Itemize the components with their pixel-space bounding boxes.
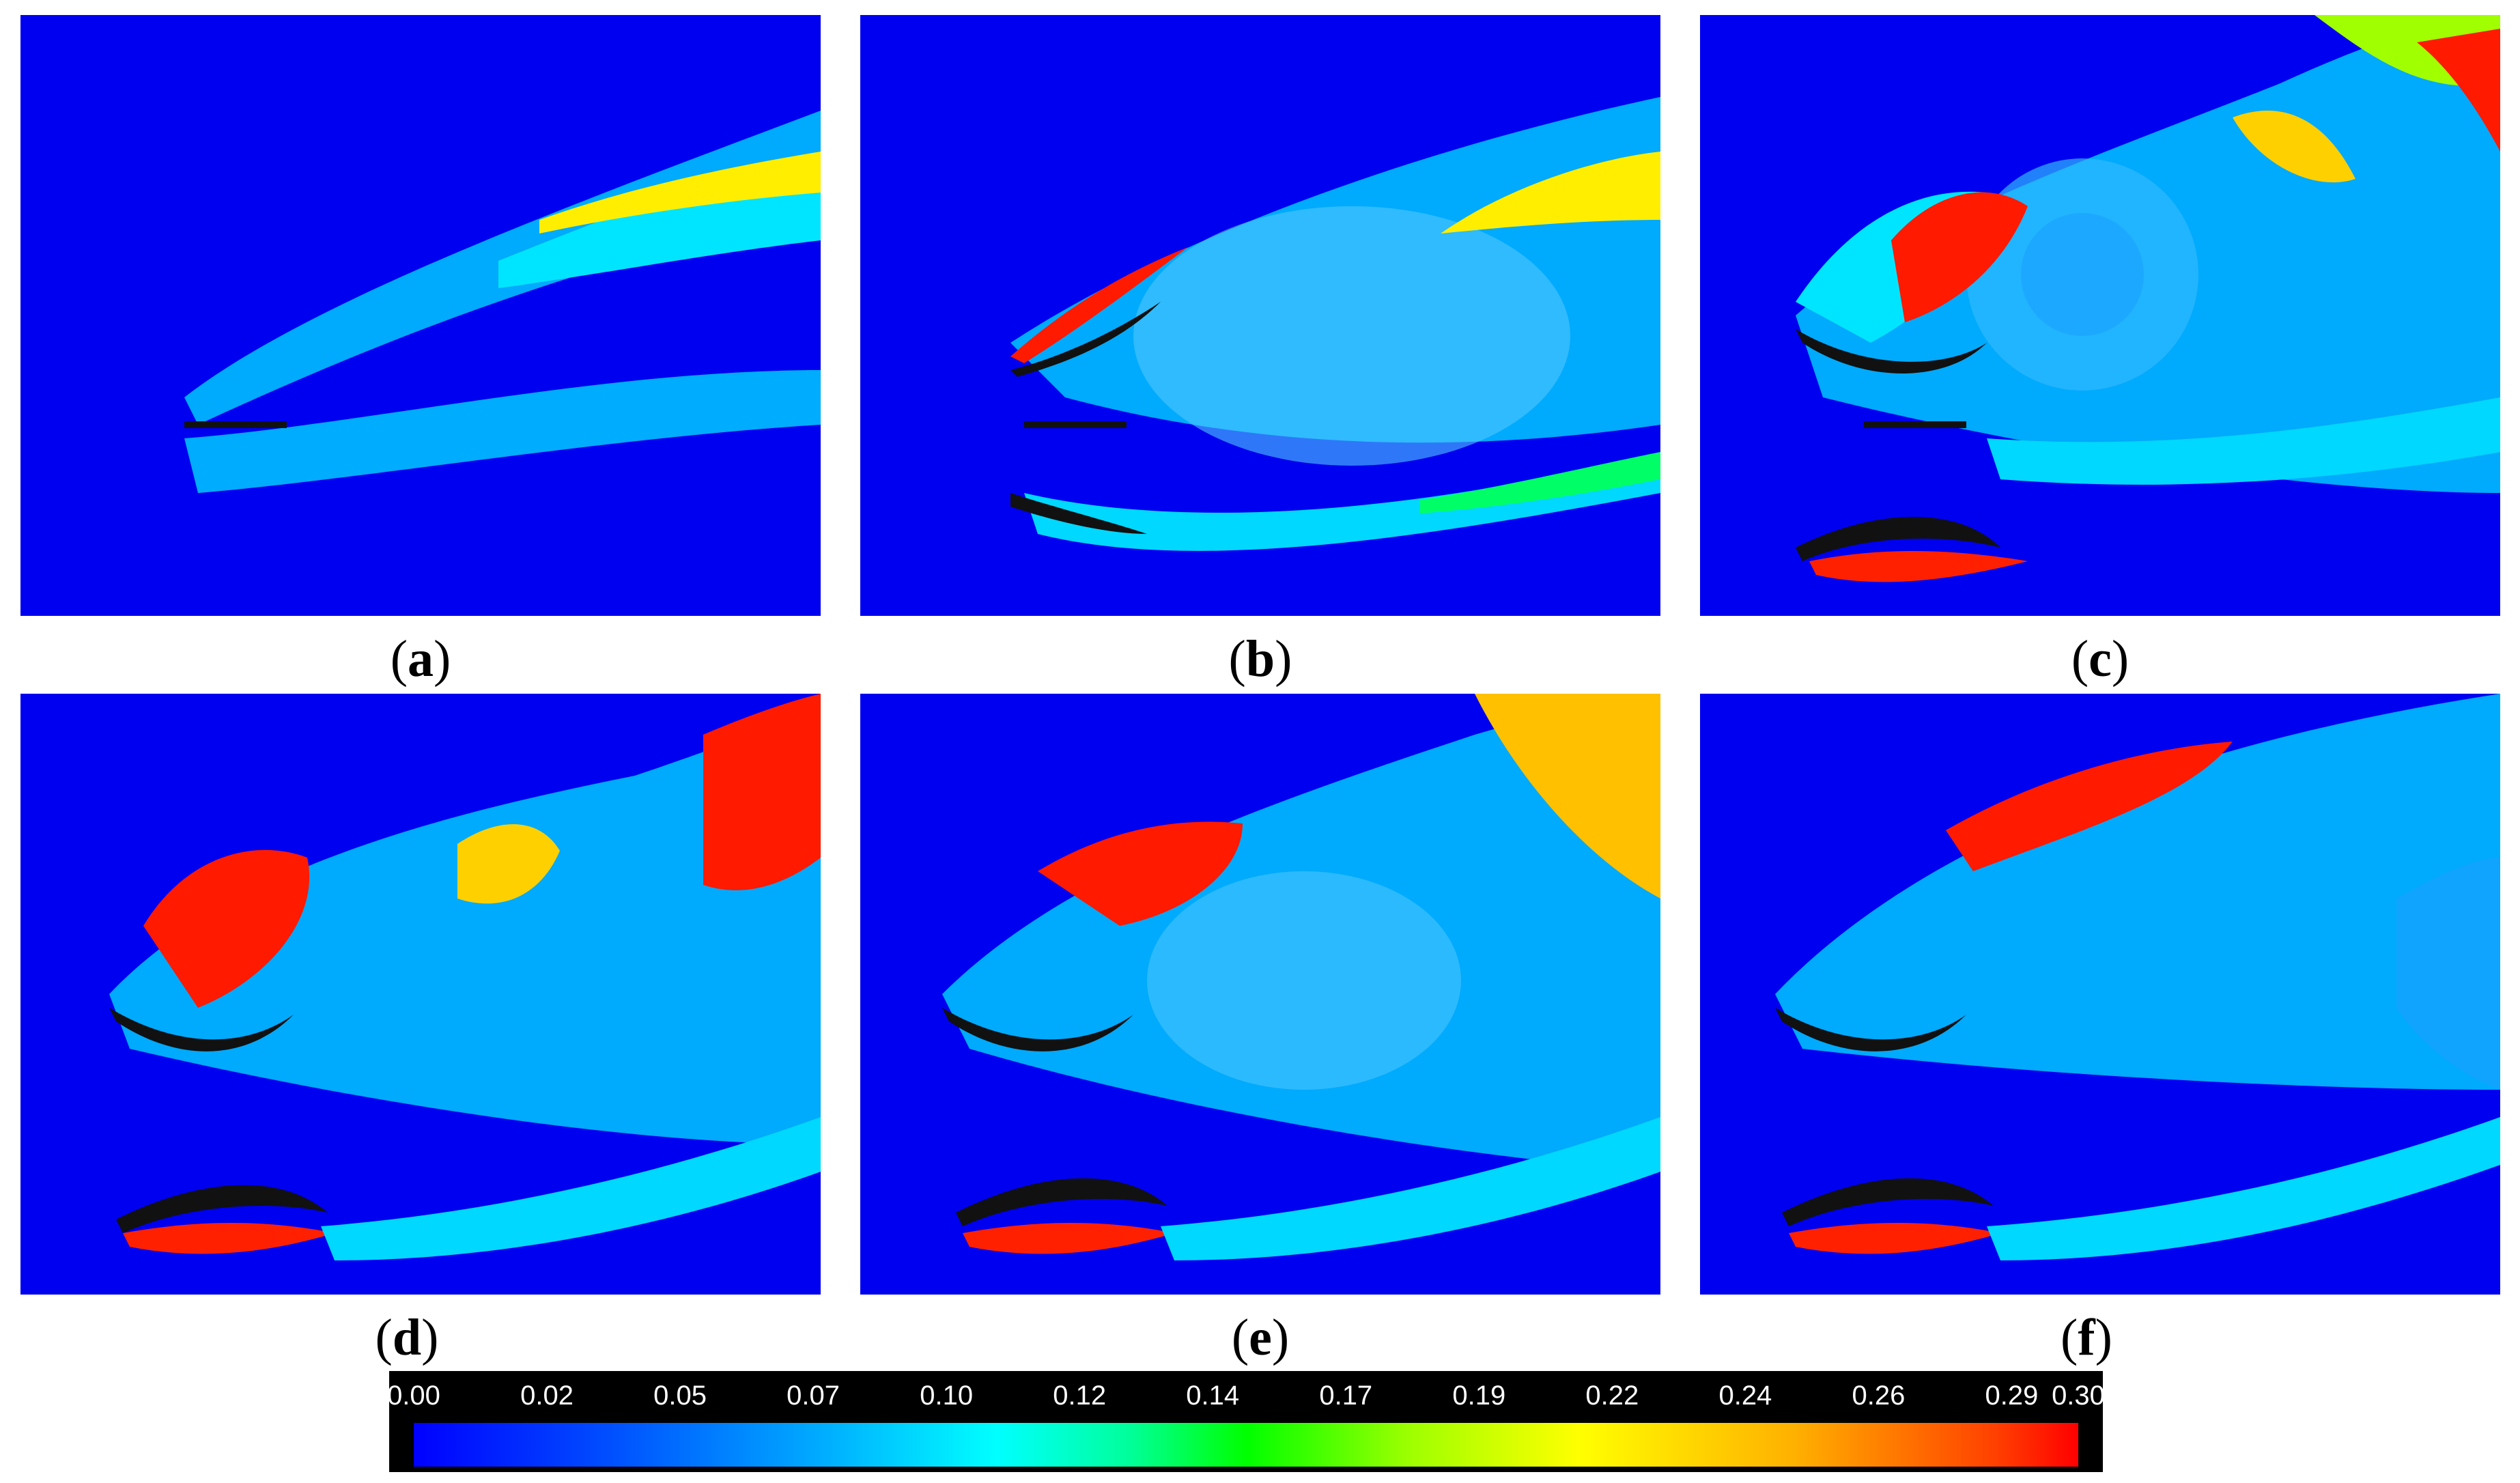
colorbar-gradient bbox=[414, 1423, 2078, 1467]
panel-caption-c: (c) bbox=[2071, 630, 2129, 688]
colorbar-tick-label: 0.02 bbox=[520, 1381, 574, 1411]
colorbar-tick-label: 0.29 bbox=[1985, 1381, 2039, 1411]
panel-caption-b: (b) bbox=[1228, 630, 1292, 688]
contour-panel-f bbox=[1700, 694, 2500, 1295]
colorbar-tick-label: 0.26 bbox=[1852, 1381, 1906, 1411]
colorbar-tick-label: 0.07 bbox=[787, 1381, 840, 1411]
colorbar-tick-label: 0.19 bbox=[1452, 1381, 1506, 1411]
contour-panel-b bbox=[860, 15, 1660, 616]
colorbar-tick-label: 0.17 bbox=[1319, 1381, 1373, 1411]
colorbar: 0.00 0.02 0.05 0.07 0.10 0.12 0.14 0.17 0.19 0.22… bbox=[387, 1371, 2105, 1472]
contour-panel-d bbox=[20, 694, 821, 1295]
panel-caption-e: (e) bbox=[1231, 1309, 1290, 1366]
colorbar-tick-label: 0.10 bbox=[920, 1381, 974, 1411]
contour-panel-e bbox=[860, 694, 1660, 1295]
colorbar-tick-label: 0.24 bbox=[1718, 1381, 1772, 1411]
colorbar-tick-label: 0.30 bbox=[2052, 1381, 2105, 1411]
contour-panel-c bbox=[1700, 15, 2500, 616]
contour-panel-a bbox=[20, 15, 821, 616]
colorbar-tick-label: 0.14 bbox=[1186, 1381, 1240, 1411]
colorbar-tick-label: 0.05 bbox=[653, 1381, 707, 1411]
colorbar-tick-label: 0.22 bbox=[1585, 1381, 1639, 1411]
colorbar-tick-label: 0.00 bbox=[387, 1381, 440, 1411]
panel-caption-f: (f) bbox=[2061, 1309, 2112, 1366]
colorbar-tick-label: 0.12 bbox=[1053, 1381, 1107, 1411]
panel-caption-d: (d) bbox=[375, 1309, 439, 1366]
panel-caption-a: (a) bbox=[390, 630, 451, 688]
